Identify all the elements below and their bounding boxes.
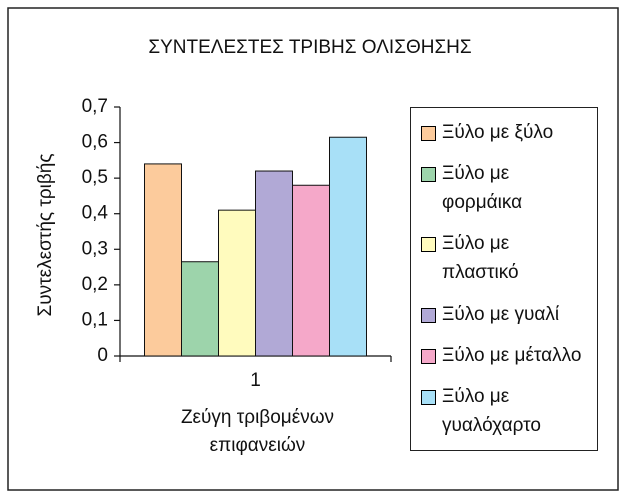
legend-swatch <box>421 237 436 253</box>
y-axis-title: Συντελεστής τριβής <box>35 153 56 316</box>
legend-entry: Ξύλο με ξύλο <box>421 118 591 147</box>
legend-swatch <box>421 126 436 141</box>
bar <box>181 261 219 357</box>
legend-label: Ξύλο με γυαλόχαρτο <box>442 385 541 436</box>
legend-swatch <box>421 307 436 323</box>
y-tick-label: 0,1 <box>82 309 108 330</box>
y-tick-label: 0,6 <box>82 132 108 153</box>
y-tick-label: 0,7 <box>82 96 108 117</box>
legend-label: Ξύλο με φορμάικα <box>442 163 523 214</box>
legend-swatch <box>421 348 436 364</box>
legend-entry: Ξύλο με πλαστικό <box>421 229 591 287</box>
legend-label: Ξύλο με πλαστικό <box>442 233 519 284</box>
y-tick-label: 0,4 <box>82 203 109 224</box>
bar <box>218 209 256 357</box>
x-axis-title: Ζεύγη τριβομένων επιφανειών <box>180 407 335 456</box>
legend-entry: Ξύλο με γυαλόχαρτο <box>421 382 591 440</box>
y-tick-label: 0,3 <box>82 238 108 259</box>
y-tick-label: 0,2 <box>82 274 108 295</box>
bar <box>255 170 293 357</box>
legend-entry: Ξύλο με φορμάικα <box>421 159 591 217</box>
chart-title: ΣΥΝΤΕΛΕΣΤΕΣ ΤΡΙΒΗΣ ΟΛΙΣΘΗΣΗΣ <box>148 37 471 58</box>
legend-entry: Ξύλο με γυαλί <box>421 300 591 329</box>
legend-swatch <box>421 389 436 405</box>
y-tick-label: 0,5 <box>82 167 108 188</box>
legend: Ξύλο με ξύλο Ξύλο με φορμάικα Ξύλο με πλασ… <box>410 107 598 451</box>
bar <box>292 184 330 357</box>
legend-label: Ξύλο με ξύλο <box>442 122 554 143</box>
legend-label: Ξύλο με μέταλλο <box>442 344 582 366</box>
legend-swatch <box>421 167 436 183</box>
legend-label: Ξύλο με γυαλί <box>442 303 560 325</box>
bar <box>329 136 367 357</box>
y-tick-label: 0 <box>97 345 108 366</box>
legend-entry: Ξύλο με μέταλλο <box>421 341 591 370</box>
x-tick-label: 1 <box>250 370 261 391</box>
bar <box>144 163 182 357</box>
